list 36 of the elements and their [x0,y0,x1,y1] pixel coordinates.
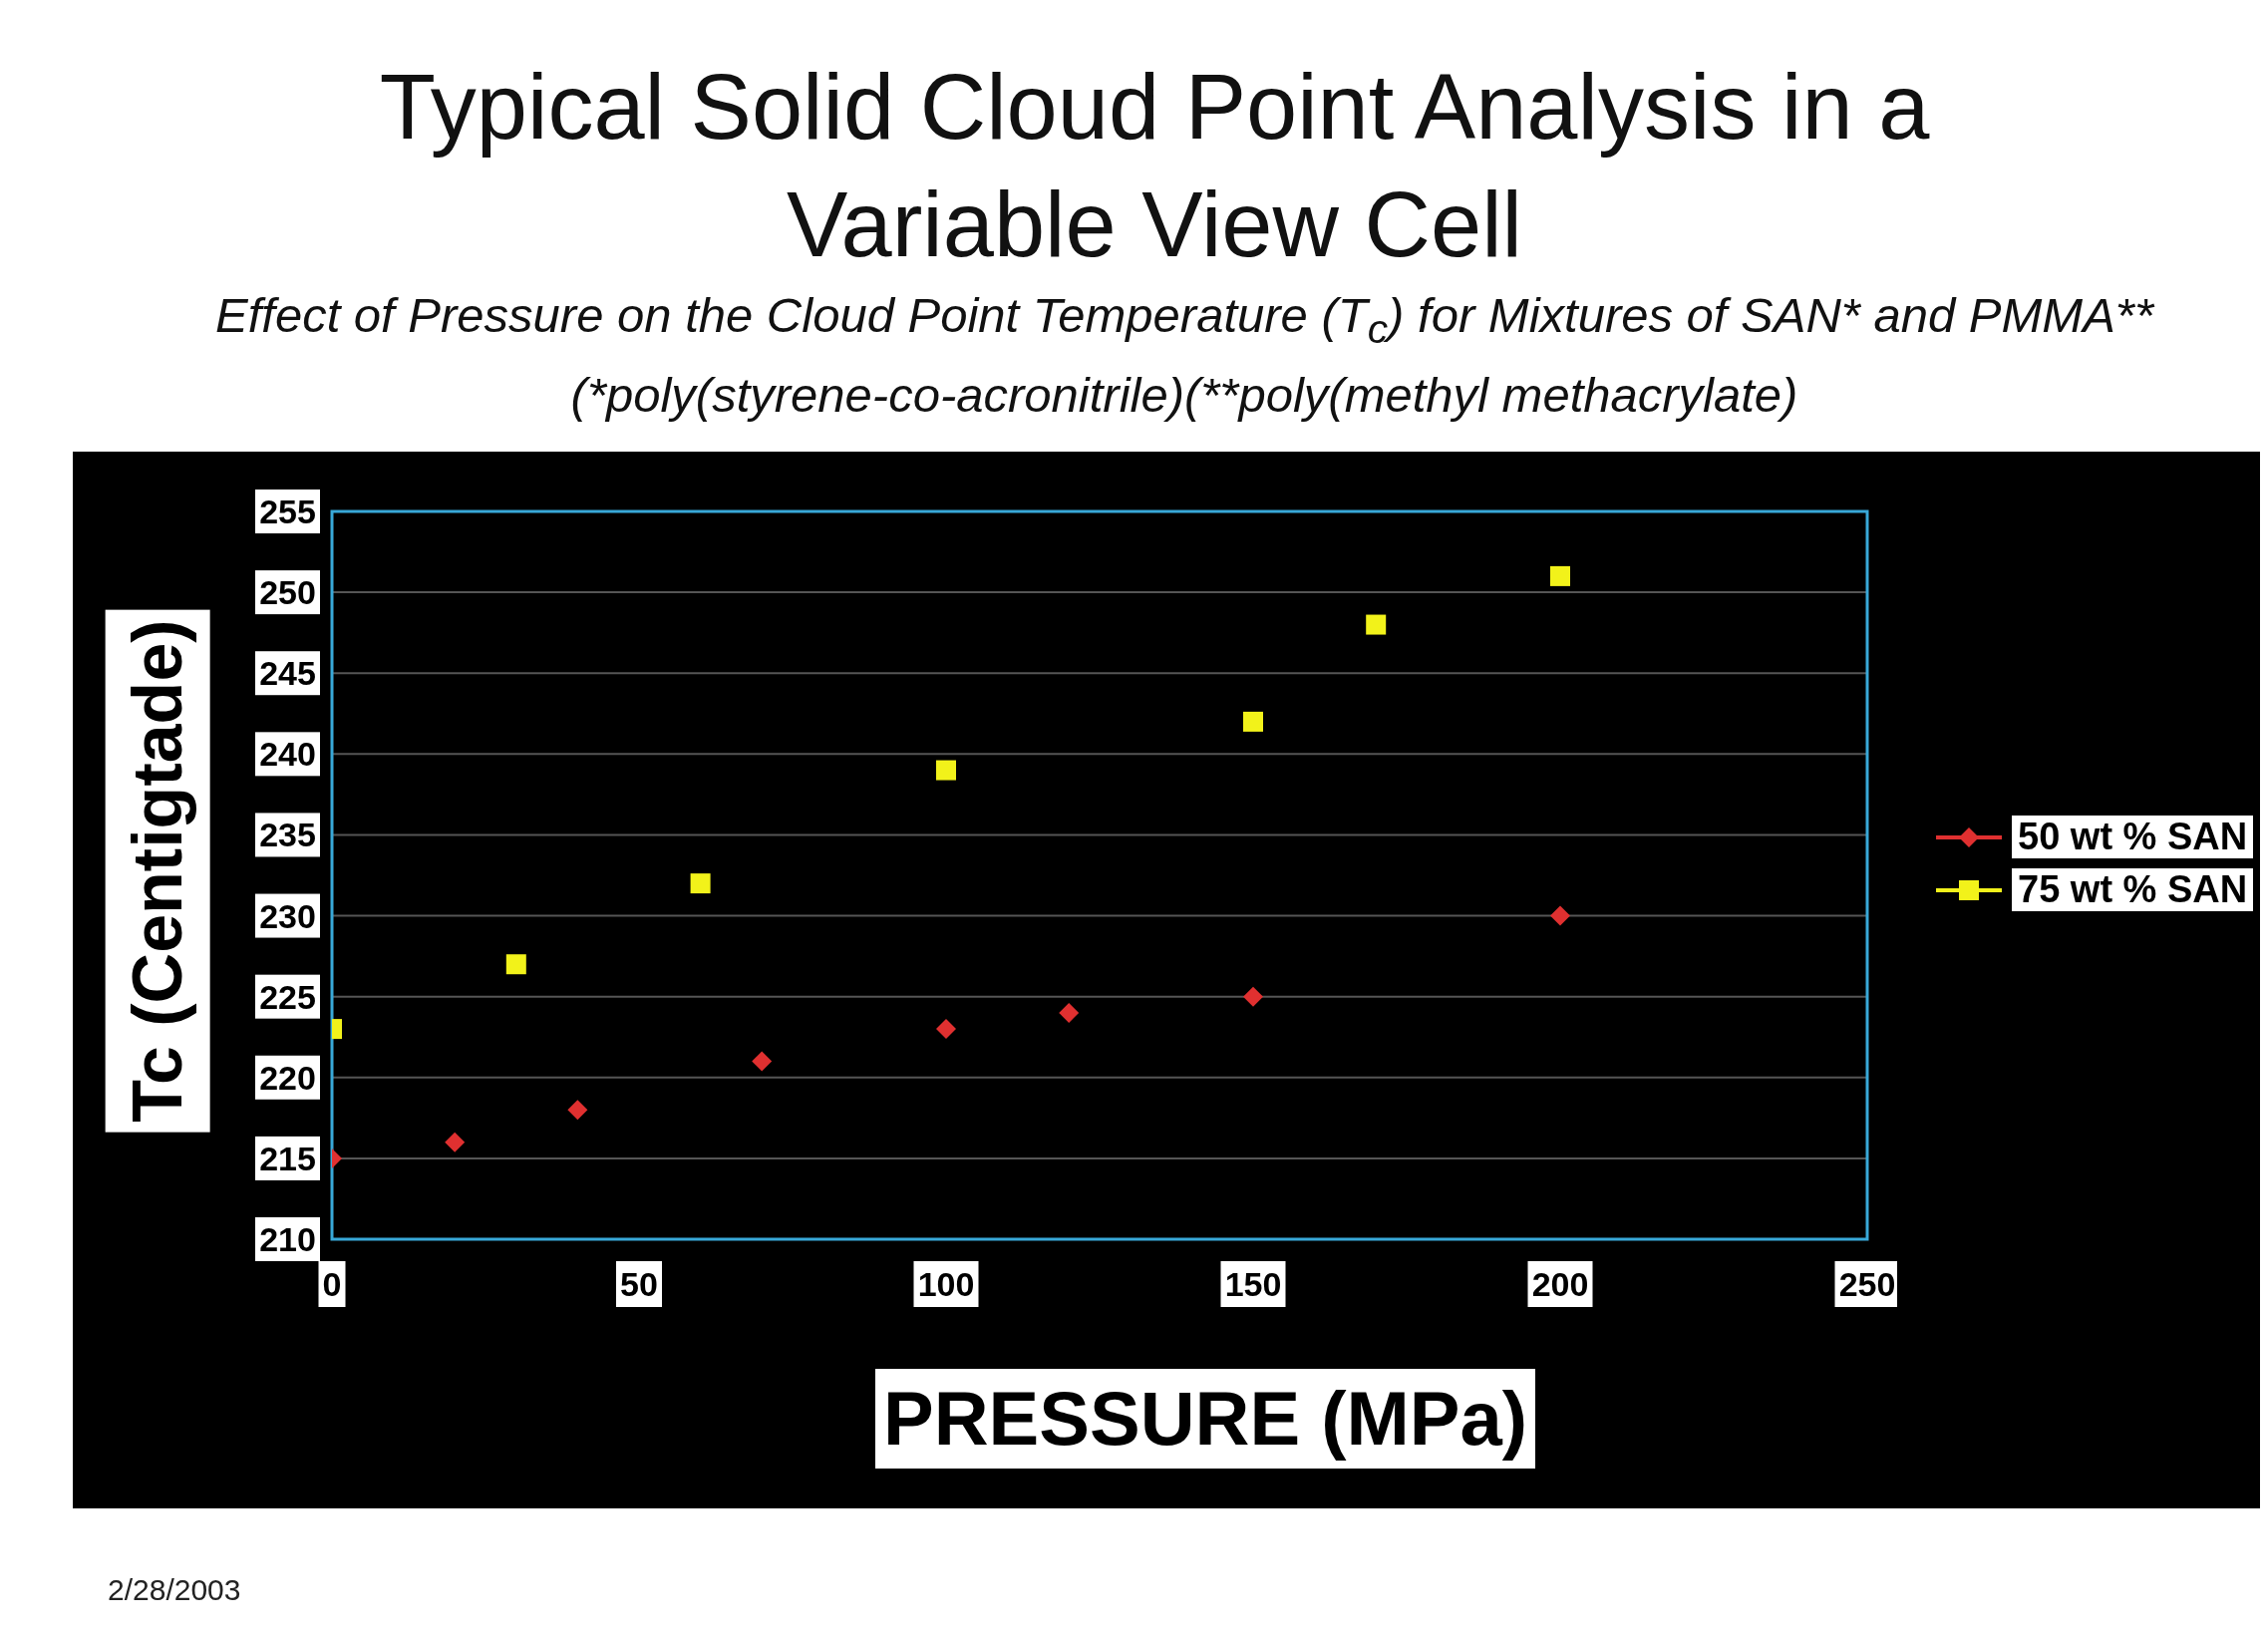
chart-subtitle: Effect of Pressure on the Cloud Point Temperature (T$_{c}$) for Mixtures of SAN* and PMMA** (*poly(styrene-co-acronitrile)(**poly(methyl methacrylate) [213,287,2156,424]
point [567,1100,588,1121]
point [936,1019,956,1040]
text: 2/28/2003 [108,1573,241,1607]
point [1243,711,1263,732]
legend-label: 50 wt % SAN [2012,816,2254,858]
chart-title: Typical Solid Cloud Point Analysis in a Variable View Cell [378,55,1931,277]
y-tick-label: 215 [259,1139,316,1177]
y-tick-label: 225 [259,977,316,1016]
y-tick-label: 235 [259,816,316,854]
y-axis-title: Tc (Centigtade) [105,608,210,1133]
y-tick-label: 210 [259,1220,316,1258]
point [1550,905,1570,926]
y-tick-label: 230 [259,896,316,935]
point [1243,986,1263,1007]
y-tick-label: 220 [259,1058,316,1097]
x-tick-label: 100 [917,1265,975,1303]
y-tick-label: 245 [259,654,316,693]
point [690,873,711,894]
x-tick-label: 50 [620,1265,658,1303]
point [1059,1002,1080,1023]
x-tick-label: 150 [1224,1265,1282,1303]
legend-label: 75 wt % SAN [2012,868,2254,911]
point [505,954,526,975]
point [752,1051,773,1072]
point [445,1132,466,1152]
x-axis-title: PRESSURE (MPa) [875,1369,1536,1469]
y-tick-label: 240 [259,735,316,774]
y-tick-label: 250 [259,573,316,612]
y-tick-label: 255 [259,492,316,530]
x-tick-label: 200 [1531,1265,1589,1303]
point [1550,565,1570,586]
point [1366,614,1387,635]
point [936,760,956,781]
x-tick-label: 250 [1838,1265,1896,1303]
x-tick-label: 0 [322,1265,342,1303]
